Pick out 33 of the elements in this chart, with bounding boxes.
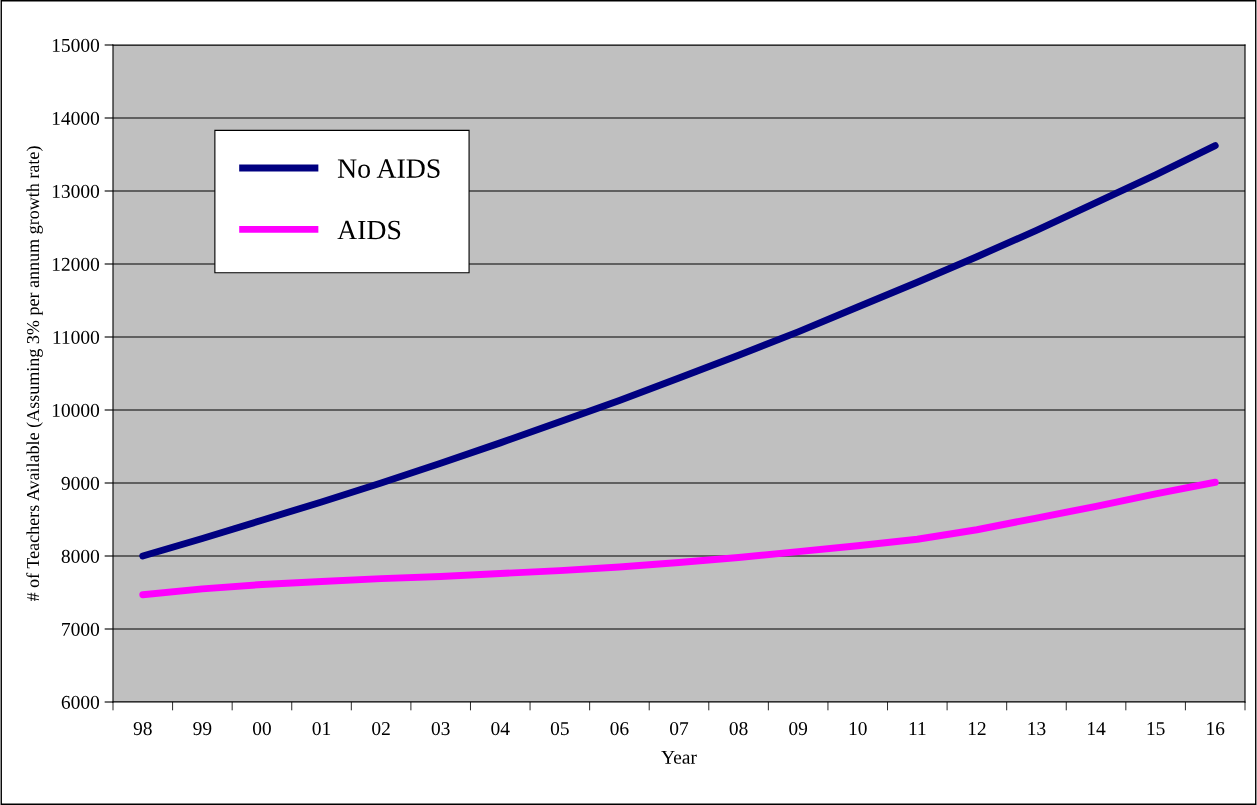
- x-tick-label: 98: [133, 722, 152, 736]
- y-tick-label: 11000: [53, 330, 100, 344]
- x-tick-label: 00: [252, 722, 271, 736]
- y-tick-label: 14000: [52, 111, 100, 125]
- y-tick-label: 10000: [52, 403, 100, 417]
- x-axis-title: Year: [661, 750, 697, 764]
- x-tick-label: 15: [1147, 722, 1165, 736]
- legend-label: AIDS: [337, 220, 401, 240]
- x-tick-label: 12: [968, 722, 986, 735]
- x-tick-label: 05: [550, 722, 569, 736]
- x-tick-label: 06: [610, 722, 629, 736]
- y-tick-label: 8000: [61, 549, 100, 563]
- x-tick-label: 16: [1207, 722, 1225, 736]
- x-tick-label: 99: [193, 722, 212, 736]
- x-tick-label: 07: [670, 722, 689, 736]
- x-tick-label: 01: [312, 722, 331, 736]
- y-tick-label: 6000: [61, 695, 100, 709]
- x-tick-label: 14: [1088, 722, 1106, 735]
- y-tick-label: 9000: [61, 476, 100, 490]
- x-tick-label: 03: [431, 722, 450, 736]
- x-tick-label: 11: [909, 722, 926, 735]
- x-tick-label: 04: [491, 722, 510, 736]
- y-axis-title: # of Teachers Available (Assuming 3% per annum growth rate): [26, 146, 43, 602]
- x-tick-label: 08: [729, 722, 748, 736]
- x-tick-label: 10: [849, 722, 867, 736]
- legend-label: No AIDS: [337, 159, 440, 178]
- x-tick-label: 13: [1028, 722, 1046, 736]
- y-tick-label: 15000: [52, 38, 100, 52]
- y-tick-label: 7000: [62, 622, 100, 636]
- y-tick-label: 12000: [52, 257, 100, 271]
- y-tick-label: 13000: [52, 184, 100, 198]
- x-tick-label: 09: [789, 722, 808, 736]
- x-tick-label: 02: [372, 722, 390, 736]
